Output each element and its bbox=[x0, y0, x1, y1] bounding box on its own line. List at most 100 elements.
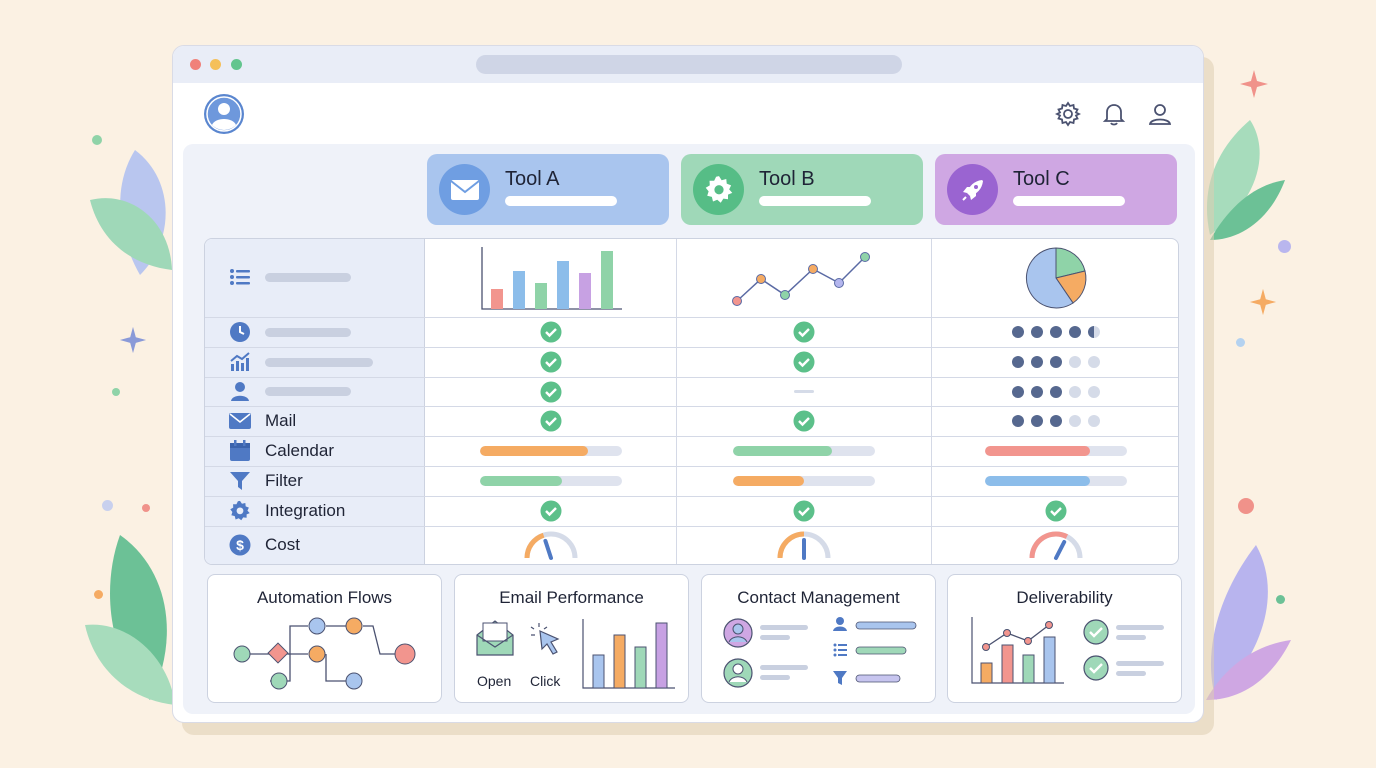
check-circle-icon bbox=[793, 351, 815, 373]
bell-icon[interactable] bbox=[1101, 101, 1127, 127]
rocket-icon bbox=[947, 164, 998, 215]
sparkle-icon bbox=[119, 326, 147, 354]
tool-subtitle-placeholder bbox=[1013, 196, 1125, 206]
row-analytics bbox=[229, 352, 373, 372]
progress-bar bbox=[480, 476, 622, 486]
click-label: Click bbox=[530, 673, 561, 689]
decorative-leaves-left bbox=[90, 150, 172, 275]
progress-bar bbox=[985, 446, 1127, 456]
decorative-dot bbox=[1238, 498, 1254, 514]
table-cell bbox=[932, 347, 1178, 377]
tool-b-line-chart bbox=[677, 239, 931, 317]
widget-deliverability[interactable]: Deliverability bbox=[947, 574, 1182, 703]
window-minimize-button[interactable] bbox=[210, 59, 221, 70]
row-label: Cost bbox=[265, 535, 300, 554]
decorative-dot bbox=[1276, 595, 1285, 604]
deliverability-graphic bbox=[971, 617, 1164, 684]
window-titlebar bbox=[173, 46, 1203, 83]
contact-avatar-icon bbox=[723, 618, 753, 648]
table-cell bbox=[932, 377, 1178, 406]
check-circle-icon bbox=[793, 500, 815, 522]
row-cost: $ Cost bbox=[229, 534, 300, 556]
row-label-placeholder bbox=[265, 386, 351, 396]
email-performance-graphic bbox=[476, 619, 675, 689]
widget-automation-flows[interactable]: Automation Flows bbox=[207, 574, 442, 703]
row-mail: Mail bbox=[229, 411, 296, 431]
decorative-leaves-right-bottom bbox=[1206, 545, 1291, 700]
dollar-icon: $ bbox=[229, 534, 251, 556]
table-cell bbox=[426, 347, 676, 377]
cost-gauge-icon bbox=[1029, 531, 1083, 560]
user-icon[interactable] bbox=[1147, 101, 1173, 127]
open-envelope-icon bbox=[476, 620, 514, 656]
filter-icon bbox=[230, 472, 250, 490]
row-calendar: Calendar bbox=[229, 440, 334, 461]
gear-icon bbox=[693, 164, 744, 215]
avatar-icon[interactable] bbox=[203, 93, 245, 135]
tool-subtitle-placeholder bbox=[759, 196, 871, 206]
empty-dash bbox=[794, 390, 814, 393]
decorative-leaves-right-top bbox=[1206, 120, 1285, 240]
decorative-leaves-left-bottom bbox=[85, 535, 175, 705]
rating-dots bbox=[1012, 385, 1100, 398]
widget-email-performance[interactable]: Email Performance Open Click bbox=[454, 574, 689, 703]
check-circle-icon bbox=[540, 321, 562, 343]
widget-title: Email Performance bbox=[499, 588, 644, 607]
tool-card-c[interactable]: Tool C bbox=[935, 154, 1177, 225]
table-cell bbox=[932, 406, 1178, 436]
mail-icon bbox=[439, 164, 490, 215]
cursor-click-icon bbox=[530, 623, 560, 655]
row-time bbox=[229, 322, 351, 342]
progress-bar bbox=[733, 476, 875, 486]
rating-dots bbox=[1012, 415, 1100, 427]
window-close-button[interactable] bbox=[190, 59, 201, 70]
check-circle-icon bbox=[540, 410, 562, 432]
decorative-dot bbox=[142, 504, 150, 512]
contact-management-graphic bbox=[723, 617, 917, 688]
contact-avatar-icon bbox=[723, 658, 753, 688]
table-cell bbox=[677, 436, 931, 466]
tool-c-pie-chart bbox=[932, 239, 1178, 317]
tool-subtitle-placeholder bbox=[505, 196, 617, 206]
check-circle-icon bbox=[793, 321, 815, 343]
widget-title: Contact Management bbox=[737, 588, 900, 607]
gear-icon[interactable] bbox=[1054, 101, 1082, 127]
list-icon bbox=[833, 643, 847, 657]
row-label: Integration bbox=[265, 501, 346, 520]
row-integration: Integration bbox=[229, 500, 346, 521]
window-maximize-button[interactable] bbox=[231, 59, 242, 70]
check-circle-icon bbox=[540, 381, 562, 402]
table-cell bbox=[932, 466, 1178, 496]
decorative-dot bbox=[102, 500, 113, 511]
row-label: Mail bbox=[265, 411, 297, 430]
table-cell bbox=[677, 377, 931, 406]
address-bar[interactable] bbox=[476, 55, 902, 74]
table-cell bbox=[677, 347, 931, 377]
table-cell bbox=[932, 526, 1178, 564]
row-label: Filter bbox=[265, 471, 303, 490]
table-cell bbox=[932, 317, 1178, 347]
rating-dots bbox=[1012, 356, 1100, 368]
gear-icon bbox=[230, 500, 250, 521]
progress-bar bbox=[733, 446, 875, 456]
row-overview bbox=[229, 267, 351, 287]
cost-gauge-icon bbox=[524, 531, 578, 560]
check-circle-icon bbox=[1083, 619, 1109, 645]
row-filter: Filter bbox=[229, 471, 303, 491]
rating-dots bbox=[1012, 326, 1100, 338]
table-cell bbox=[932, 496, 1178, 526]
tool-card-a[interactable]: Tool A bbox=[427, 154, 669, 225]
row-label-placeholder bbox=[265, 357, 373, 367]
table-cell bbox=[677, 466, 931, 496]
comparison-panel: Tool A Tool B Tool C bbox=[183, 144, 1195, 714]
decorative-dot bbox=[112, 388, 120, 396]
widget-contact-management[interactable]: Contact Management bbox=[701, 574, 936, 703]
mail-icon bbox=[229, 413, 251, 429]
sparkle-icon bbox=[1240, 70, 1268, 98]
check-circle-icon bbox=[1083, 655, 1109, 681]
svg-text:$: $ bbox=[236, 537, 244, 553]
check-circle-icon bbox=[793, 410, 815, 432]
table-cell bbox=[426, 317, 676, 347]
browser-window: Tool A Tool B Tool C bbox=[172, 45, 1204, 723]
tool-card-b[interactable]: Tool B bbox=[681, 154, 923, 225]
